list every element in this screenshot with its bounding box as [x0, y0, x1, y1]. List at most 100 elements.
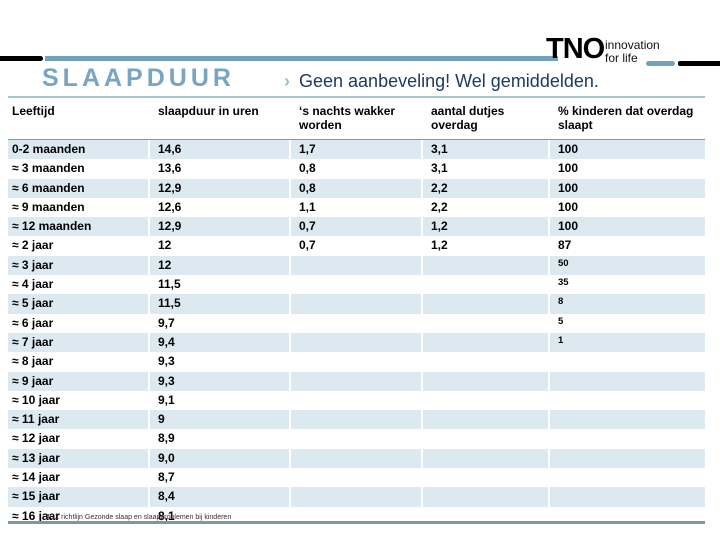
cell-dutjes: 1,2: [431, 238, 448, 253]
tno-tagline-line2: for life: [605, 51, 638, 65]
cell-slaapduur: 12,9: [150, 178, 289, 198]
subtitle-text: Geen aanbeveling! Wel gemiddelden.: [299, 71, 599, 91]
table-row: ≈ 2 jaar 12 0,7 1,2 87: [8, 236, 705, 255]
cell-wakker: [291, 332, 421, 353]
cell-dutjes: 3,1: [431, 161, 448, 176]
cell-leeftijd: ≈ 7 jaar: [8, 332, 148, 353]
cell-wakker: [291, 314, 421, 333]
cell-leeftijd: ≈ 8 jaar: [12, 354, 54, 369]
table-row: 0-2 maanden 14,6 1,7 3,1 100: [8, 140, 705, 160]
slide-title: SLAAPDUUR: [42, 64, 235, 92]
cell-leeftijd: ≈ 2 jaar: [12, 238, 54, 253]
cell-wakker: 1,7: [291, 140, 421, 160]
column-header-3: ‘s nachts wakker worden: [299, 104, 396, 132]
cell-leeftijd: 0-2 maanden: [8, 140, 148, 160]
cell-slaapduur: 12: [158, 238, 172, 253]
cell-leeftijd: ≈ 4 jaar: [12, 277, 54, 292]
top-band-blue-segment: [45, 56, 558, 61]
table-row: ≈ 8 jaar 9,3: [8, 352, 705, 371]
cell-slaapduur: 14,6: [150, 140, 289, 160]
cell-wakker: [291, 275, 421, 294]
cell-slaapduur: 9,7: [158, 315, 175, 330]
cell-pct: [550, 468, 705, 487]
cell-slaapduur: 12: [150, 255, 289, 276]
top-band-black-segment: [0, 56, 43, 61]
cell-wakker: [291, 391, 421, 410]
sleep-duration-table: Leeftijd slaapduur in uren ‘s nachts wakke…: [8, 96, 705, 526]
cell-dutjes: [423, 429, 548, 448]
cell-slaapduur: 9: [150, 410, 289, 430]
cell-dutjes: [423, 332, 548, 353]
cell-wakker: 1,1: [299, 199, 316, 214]
cell-wakker: [291, 448, 421, 469]
cell-slaapduur: 12,6: [158, 199, 182, 214]
table-row: ≈ 9 jaar 9,3: [8, 371, 705, 391]
table-row: ≈ 7 jaar 9,4 1: [8, 332, 705, 353]
cell-slaapduur: 9,0: [150, 448, 289, 469]
cell-leeftijd: ≈ 13 jaar: [8, 448, 148, 469]
slide-subtitle: › Geen aanbeveling! Wel gemiddelden.: [284, 71, 599, 92]
cell-pct: 35: [558, 277, 569, 289]
cell-dutjes: 1,2: [423, 217, 548, 237]
cell-pct: [550, 410, 705, 430]
cell-leeftijd: ≈ 16 jaar: [12, 508, 60, 523]
column-header-1: Leeftijd: [12, 104, 55, 118]
source-note: JGZ richtlijn Gezonde slaap en slaapprob…: [46, 514, 232, 521]
cell-dutjes: [423, 294, 548, 314]
cell-wakker: 0,7: [291, 217, 421, 237]
cell-wakker: [291, 371, 421, 391]
tno-logo: TNO: [546, 33, 605, 65]
cell-wakker: [291, 352, 421, 371]
cell-slaapduur: 9,3: [158, 354, 175, 369]
table-row: ≈ 6 jaar 9,7 5: [8, 314, 705, 333]
cell-dutjes: [423, 391, 548, 410]
cell-dutjes: 2,2: [423, 178, 548, 198]
cell-slaapduur: 13,6: [158, 161, 182, 176]
tno-logo-black-bar: [678, 61, 720, 66]
table-row: ≈ 5 jaar 11,5 8: [8, 294, 705, 314]
cell-dutjes: [423, 468, 548, 487]
cell-dutjes: [423, 410, 548, 430]
cell-pct: 50: [550, 255, 705, 276]
cell-wakker: [291, 487, 421, 507]
table-row: ≈ 15 jaar 8,4: [8, 487, 705, 507]
column-header-5: % kinderen dat overdag slaapt: [558, 104, 694, 132]
cell-dutjes: [423, 448, 548, 469]
cell-pct: 5: [558, 315, 564, 327]
cell-leeftijd: ≈ 6 jaar: [12, 315, 54, 330]
table-row: ≈ 3 jaar 12 50: [8, 255, 705, 276]
cell-pct: 100: [550, 178, 705, 198]
cell-wakker: 0,7: [299, 238, 316, 253]
cell-pct: [550, 391, 705, 410]
cell-dutjes: [423, 371, 548, 391]
cell-pct: [550, 429, 705, 448]
cell-wakker: [291, 294, 421, 314]
cell-wakker: [291, 429, 421, 448]
table-row: ≈ 16 jaar 8,1: [8, 507, 705, 526]
cell-leeftijd: ≈ 12 jaar: [12, 431, 60, 446]
cell-leeftijd: ≈ 3 maanden: [12, 161, 85, 176]
column-header-4: aantal dutjes overdag: [431, 104, 505, 132]
table-row: ≈ 13 jaar 9,0: [8, 448, 705, 469]
cell-wakker: [291, 255, 421, 276]
cell-slaapduur: 8,7: [158, 470, 175, 485]
cell-leeftijd: ≈ 10 jaar: [12, 392, 60, 407]
table-row: ≈ 12 jaar 8,9: [8, 429, 705, 448]
table-row: ≈ 4 jaar 11,5 35: [8, 275, 705, 294]
cell-pct: 100: [558, 161, 579, 176]
cell-slaapduur: 9,3: [150, 371, 289, 391]
table-row: ≈ 3 maanden 13,6 0,8 3,1 100: [8, 159, 705, 178]
tno-tagline-line1: innovation: [605, 38, 660, 52]
cell-leeftijd: ≈ 9 jaar: [8, 371, 148, 391]
cell-pct: [550, 352, 705, 371]
cell-leeftijd: ≈ 6 maanden: [8, 178, 148, 198]
cell-slaapduur: 9,4: [150, 332, 289, 353]
cell-wakker: [291, 410, 421, 430]
cell-leeftijd: ≈ 15 jaar: [8, 487, 148, 507]
cell-slaapduur: 11,5: [158, 277, 181, 292]
cell-pct: 100: [558, 199, 579, 214]
table-row: ≈ 10 jaar 9,1: [8, 391, 705, 410]
cell-dutjes: 2,2: [431, 199, 448, 214]
table-row: ≈ 14 jaar 8,7: [8, 468, 705, 487]
